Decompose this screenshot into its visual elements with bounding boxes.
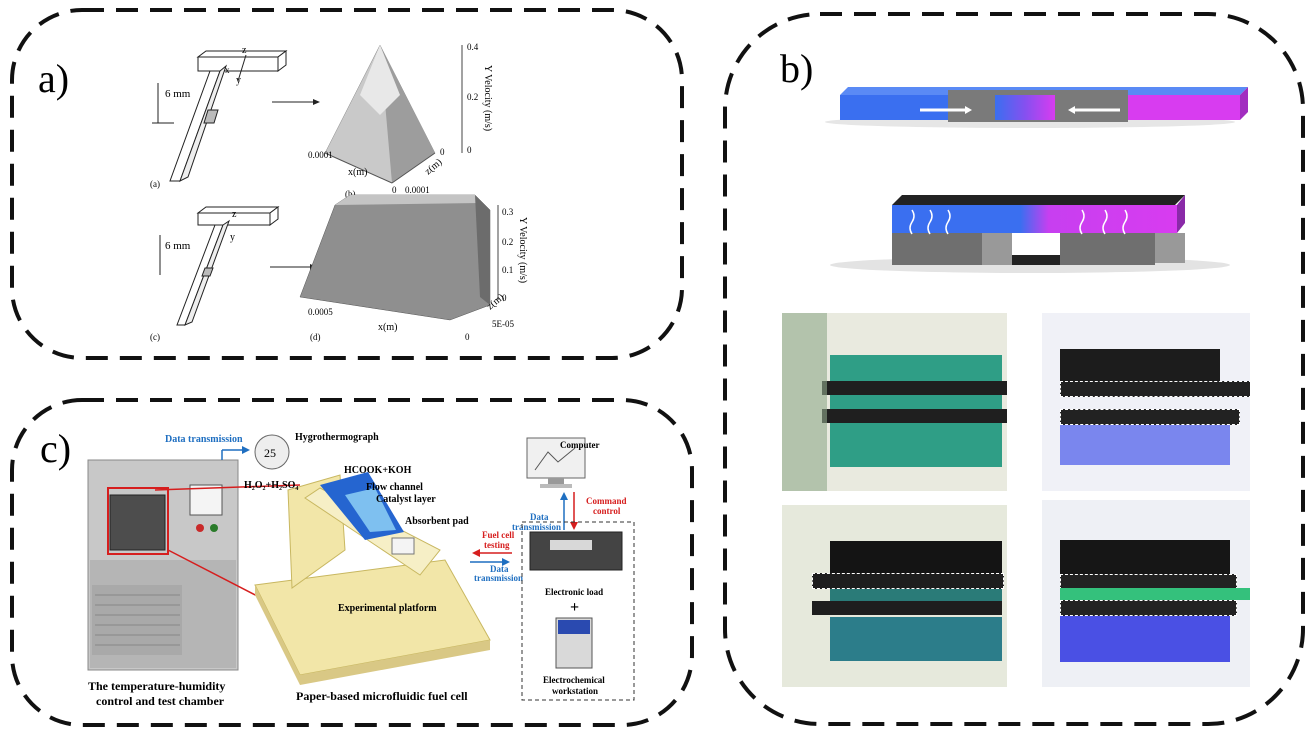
hcook-label: HCOOK+KOH [344, 465, 412, 476]
plot-b-tick-3: 0 [467, 145, 472, 155]
hygro-display: 25 [264, 446, 276, 460]
panel-b-schematics [825, 87, 1248, 273]
lower-channel-schematic [176, 206, 280, 326]
h2o2-label: H₂O₂+H₂SO₄ [244, 480, 298, 491]
sub-label-a: (a) [150, 179, 160, 189]
command-control-2: control [593, 506, 621, 516]
photo-top-left [782, 313, 1007, 491]
catalyst-layer-label: Catalyst layer [376, 494, 436, 505]
command-control-1: Command [586, 496, 627, 506]
plot-d-tick-4: 0 [502, 293, 507, 303]
chamber-caption-1: The temperature-humidity [88, 679, 225, 693]
plot-b-origin: 0 [392, 185, 397, 195]
test-chamber [87, 459, 239, 671]
flow-channel-label: Flow channel [366, 482, 423, 493]
plot-b-xlabel: x(m) [348, 167, 367, 178]
plot-b-ylabel: Y Velocity (m/s) [482, 65, 493, 131]
plot-d-x-tick: 0.0005 [308, 307, 333, 317]
photo-top-right [1042, 313, 1250, 491]
velocity-surface-b [324, 44, 436, 184]
axis-z-lower: z [232, 209, 237, 220]
chamber-caption-2: control and test chamber [96, 694, 225, 708]
right-support [1060, 233, 1155, 265]
fuel-cell-testing-1: Fuel cell [482, 530, 515, 540]
data-trans-right-2: transmission [512, 522, 561, 532]
axis-y-upper: y [236, 75, 241, 86]
plot-d-tick-1: 0.3 [502, 207, 514, 217]
left-support [892, 233, 982, 265]
electrochem-2: workstation [552, 686, 598, 696]
panel-a-border [10, 8, 684, 360]
plus-sign: + [570, 599, 579, 616]
electronic-load-label: Electronic load [545, 587, 603, 597]
sub-label-c: (c) [150, 332, 160, 342]
plot-b-tick-2: 0.2 [467, 92, 478, 102]
plot-d-tick-3: 0.1 [502, 265, 513, 275]
fuel-cell-caption: Paper-based microfluidic fuel cell [296, 689, 468, 703]
sub-label-b: (b) [345, 189, 356, 199]
electrochem-1: Electrochemical [543, 675, 605, 685]
plot-b-z-tick: 0.0001 [405, 185, 430, 195]
axis-y-lower: y [230, 232, 235, 243]
panel-a-label: a) [38, 56, 70, 101]
plot-d-origin: 0 [465, 332, 470, 342]
axis-x-upper: x [225, 65, 230, 75]
plot-b-tick-1: 0.4 [467, 42, 479, 52]
panel-c-border [10, 398, 694, 727]
electronic-load-icon [529, 531, 623, 571]
axis-z-upper: z [242, 45, 247, 56]
dim-6mm-lower: 6 mm [165, 240, 191, 252]
upper-channel-schematic [169, 50, 288, 183]
data-trans-mid-2: transmission [474, 573, 523, 583]
panel-b-label: b) [780, 46, 814, 91]
mid-stream-layer [892, 205, 1177, 233]
absorbent-pad-label: Absorbent pad [405, 516, 469, 527]
data-trans-right-1: Data [530, 512, 549, 522]
experimental-platform: Experimental platform [338, 603, 437, 614]
fuel-cell-testing-2: testing [484, 540, 510, 550]
magenta-stream-block [1110, 95, 1240, 120]
panel-c-label: c) [40, 426, 72, 471]
plot-b-origin-2: 0 [440, 147, 445, 157]
computer-icon [526, 437, 586, 479]
panel-a-figure: 6 mm z y x (a) 0.4 0.2 0 Y Velocity (m/s… [150, 42, 528, 342]
plot-d-ylabel: Y Velocity (m/s) [517, 217, 528, 283]
panel-c-figure: Data transmission 25 Hygrothermograph Ex… [87, 432, 635, 708]
computer-label: Computer [560, 440, 600, 450]
plot-d-z-tick: 5E-05 [492, 319, 514, 329]
data-trans-mid-1: Data [490, 564, 509, 574]
panel-b-border [723, 12, 1305, 726]
photo-bottom-right [1042, 500, 1250, 687]
sub-label-d: (d) [310, 332, 321, 342]
photo-bottom-left [782, 505, 1007, 687]
dim-6mm-upper: 6 mm [165, 88, 191, 100]
data-transmission-top: Data transmission [165, 434, 243, 445]
blue-stream-block [840, 95, 950, 120]
velocity-surface-d [299, 194, 491, 321]
plot-d-tick-2: 0.2 [502, 237, 513, 247]
hygrothermograph-label: Hygrothermograph [295, 432, 379, 443]
plot-b-x-tick: 0.0001 [308, 150, 333, 160]
hygrothermograph-icon [254, 434, 290, 470]
plot-d-xlabel: x(m) [378, 322, 397, 333]
